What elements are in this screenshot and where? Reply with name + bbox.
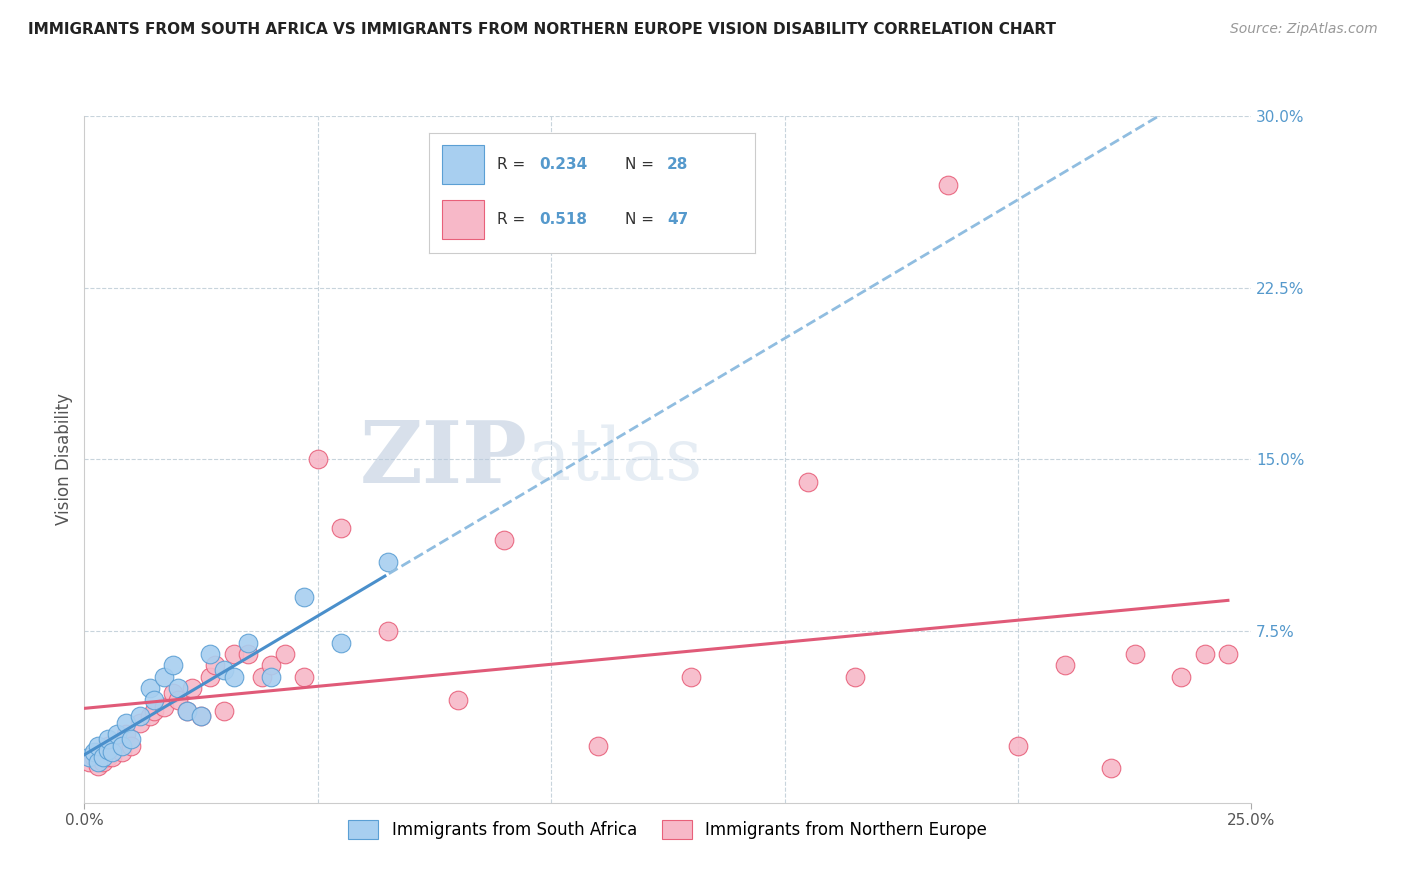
Text: atlas: atlas: [527, 424, 703, 495]
Point: [190, 708, 212, 723]
Text: Source: ZipAtlas.com: Source: ZipAtlas.com: [1230, 22, 1378, 37]
Legend: Immigrants from South Africa, Immigrants from Northern Europe: Immigrants from South Africa, Immigrants…: [342, 814, 994, 846]
Point: [681, 670, 703, 684]
Point: [143, 704, 166, 718]
Point: [330, 521, 353, 535]
Point: [91, 755, 114, 769]
Text: ZIP: ZIP: [360, 417, 527, 501]
Point: [180, 681, 202, 696]
Point: [222, 670, 245, 684]
Point: [377, 624, 399, 639]
Point: [87, 739, 110, 753]
Point: [176, 704, 198, 718]
Point: [87, 746, 110, 760]
Point: [162, 686, 184, 700]
Point: [236, 647, 259, 661]
Point: [105, 727, 128, 741]
Point: [101, 750, 124, 764]
Point: [200, 670, 222, 684]
Point: [111, 746, 134, 760]
Point: [97, 739, 120, 753]
Point: [97, 750, 120, 764]
Point: [115, 727, 138, 741]
Point: [250, 670, 273, 684]
Point: [152, 670, 174, 684]
Point: [292, 590, 315, 604]
Text: IMMIGRANTS FROM SOUTH AFRICA VS IMMIGRANTS FROM NORTHERN EUROPE VISION DISABILIT: IMMIGRANTS FROM SOUTH AFRICA VS IMMIGRAN…: [28, 22, 1056, 37]
Point: [260, 670, 283, 684]
Point: [120, 731, 142, 746]
Point: [447, 692, 470, 706]
Point: [143, 692, 166, 706]
Point: [222, 647, 245, 661]
Point: [83, 746, 105, 760]
Point: [97, 731, 120, 746]
Point: [190, 708, 212, 723]
Point: [176, 704, 198, 718]
Point: [83, 750, 105, 764]
Point: [1053, 658, 1076, 673]
Point: [1216, 647, 1239, 661]
Point: [844, 670, 866, 684]
Point: [204, 658, 226, 673]
Point: [586, 739, 609, 753]
Point: [111, 739, 134, 753]
Point: [77, 755, 100, 769]
Point: [274, 647, 297, 661]
Point: [105, 739, 128, 753]
Point: [91, 750, 114, 764]
Point: [1170, 670, 1192, 684]
Point: [152, 699, 174, 714]
Y-axis label: Vision Disability: Vision Disability: [55, 393, 73, 525]
Point: [797, 475, 820, 490]
Point: [1007, 739, 1029, 753]
Point: [138, 681, 160, 696]
Point: [77, 750, 100, 764]
Point: [214, 663, 236, 677]
Point: [129, 715, 152, 730]
Point: [307, 452, 329, 467]
Point: [166, 692, 188, 706]
Point: [214, 704, 236, 718]
Point: [1099, 762, 1122, 776]
Point: [87, 759, 110, 773]
Point: [129, 708, 152, 723]
Point: [292, 670, 315, 684]
Point: [494, 533, 516, 547]
Point: [1123, 647, 1146, 661]
Point: [97, 743, 120, 757]
Point: [166, 681, 188, 696]
Point: [138, 708, 160, 723]
Point: [101, 746, 124, 760]
Point: [330, 635, 353, 649]
Point: [936, 178, 959, 192]
Point: [200, 647, 222, 661]
Point: [236, 635, 259, 649]
Point: [377, 555, 399, 570]
Point: [162, 658, 184, 673]
Point: [1194, 647, 1216, 661]
Point: [87, 755, 110, 769]
Point: [260, 658, 283, 673]
Point: [120, 739, 142, 753]
Point: [115, 715, 138, 730]
